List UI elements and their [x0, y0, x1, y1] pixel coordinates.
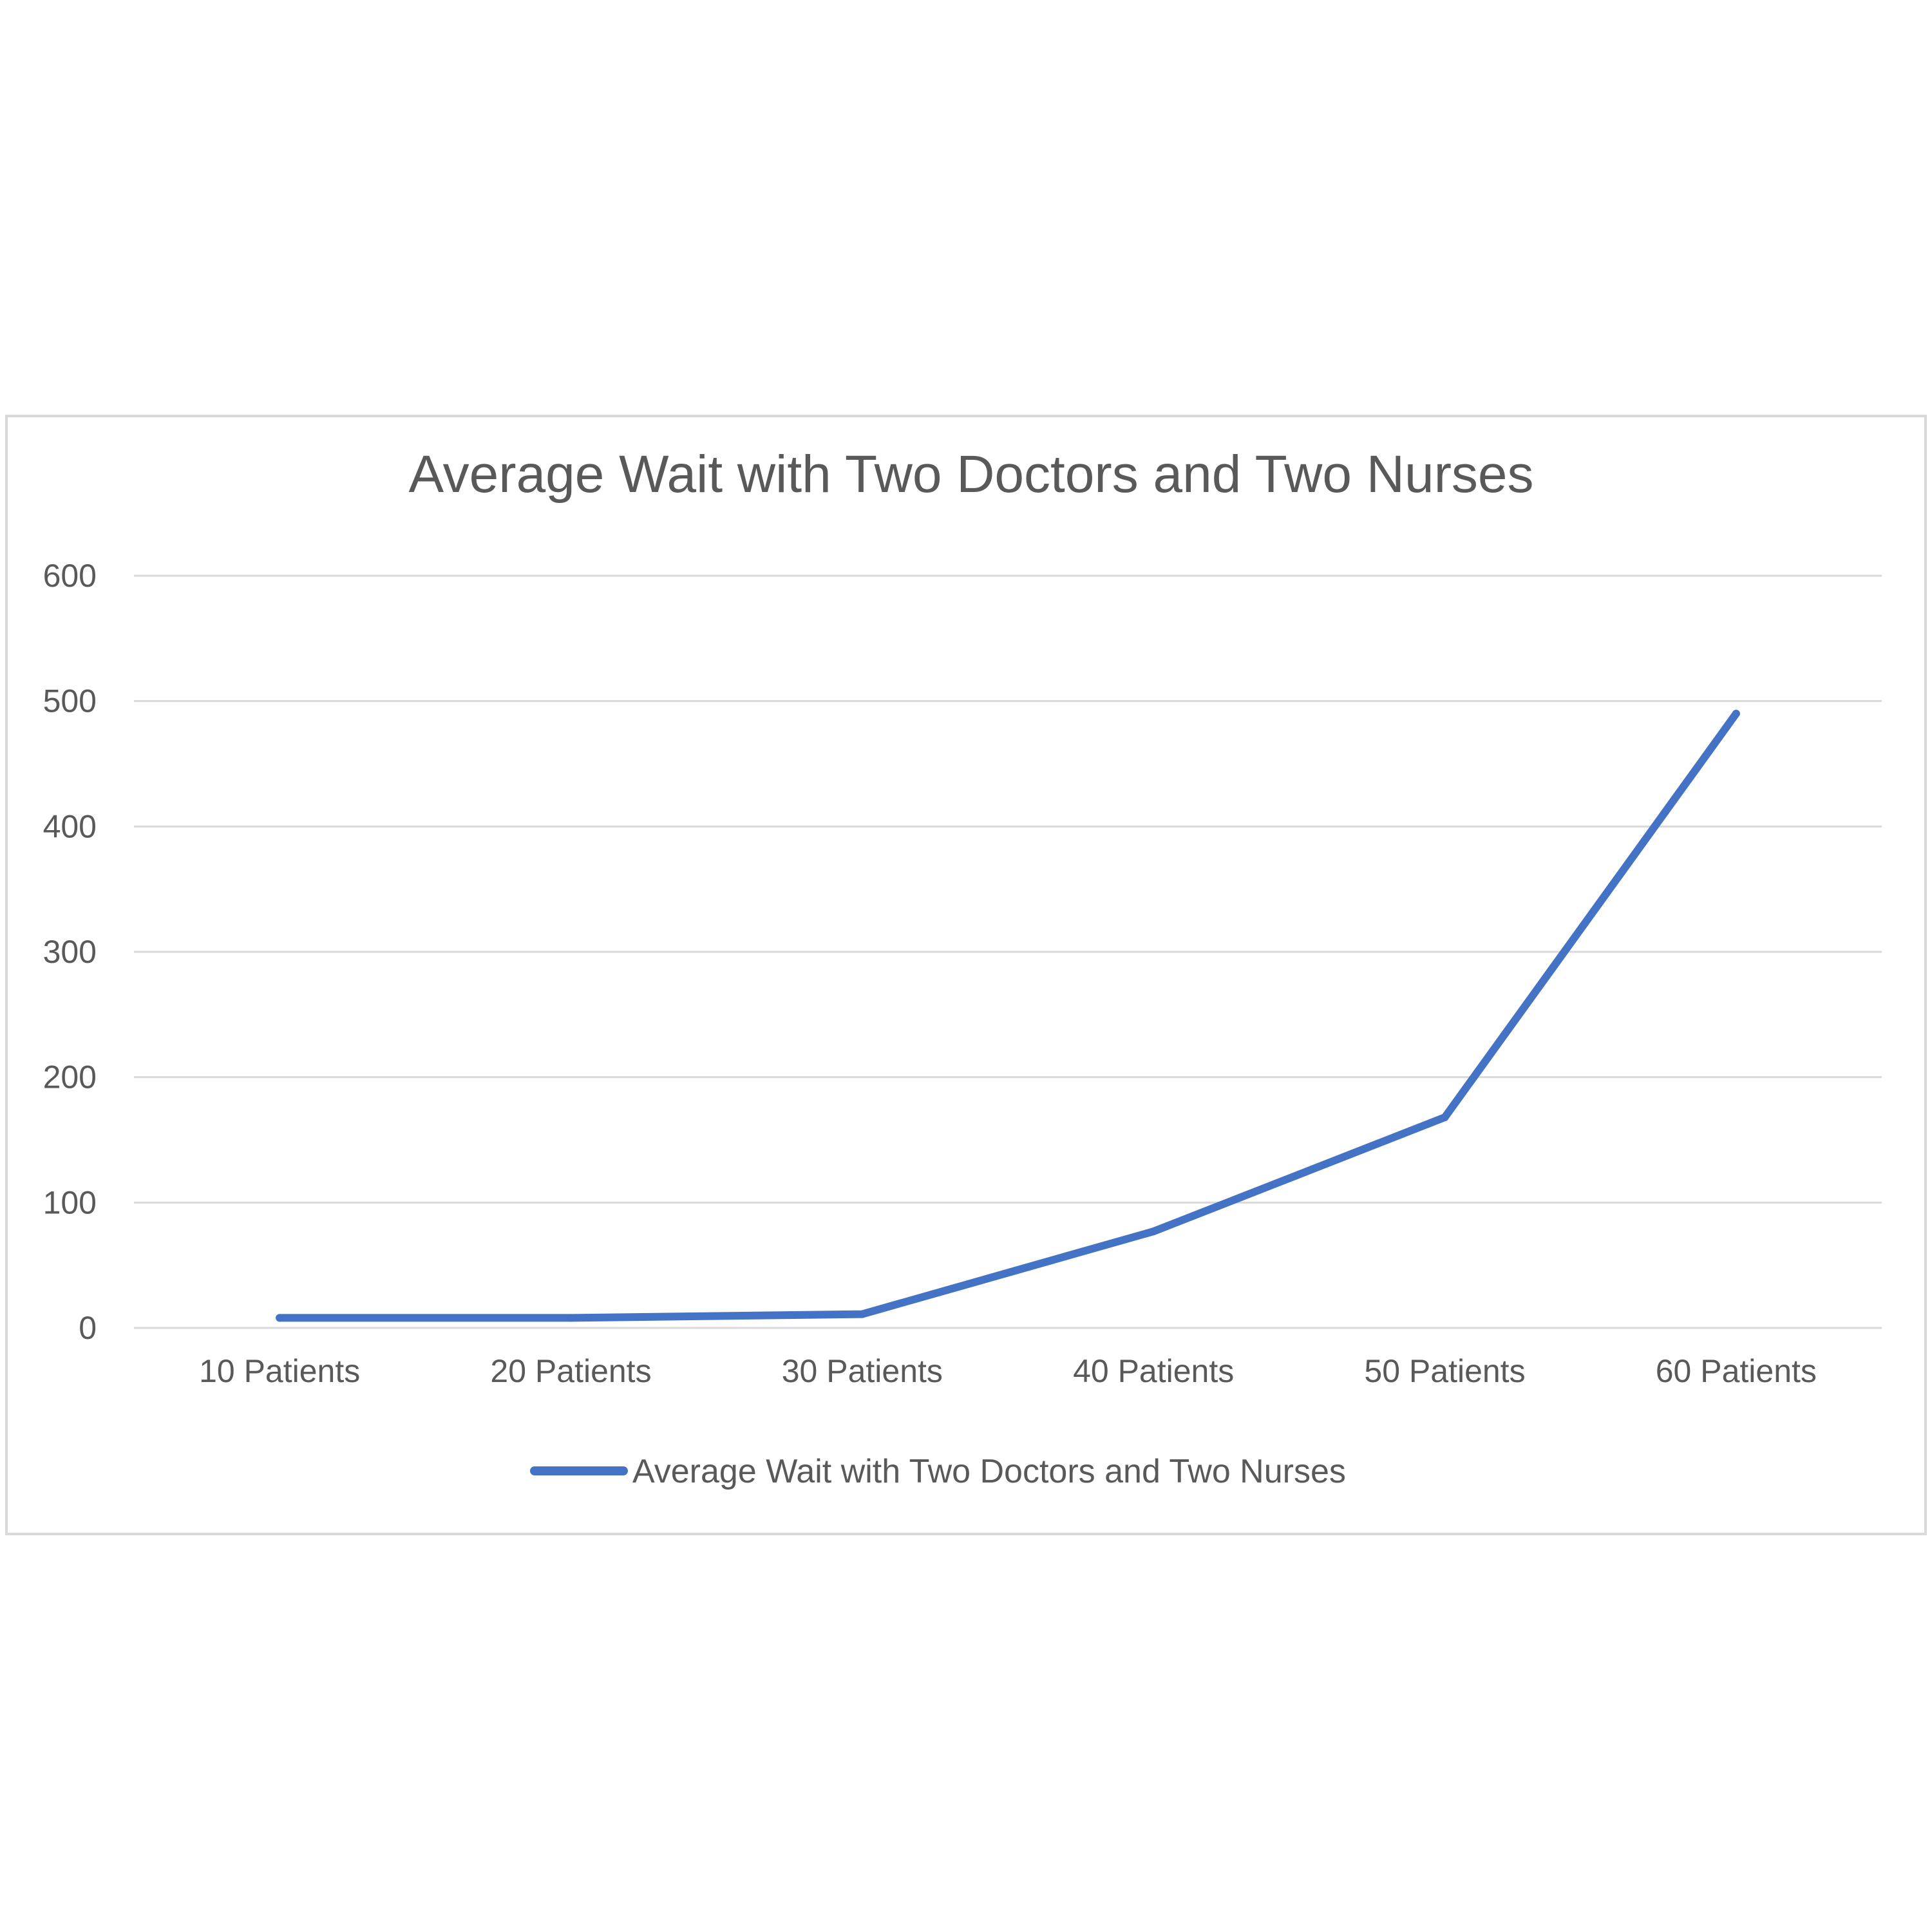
x-tick-label: 10 Patients — [199, 1353, 360, 1389]
y-tick-label: 600 — [43, 558, 97, 594]
x-tick-label: 60 Patients — [1656, 1353, 1817, 1389]
data-point — [567, 1314, 575, 1322]
legend-label: Average Wait with Two Doctors and Two Nu… — [632, 1453, 1346, 1490]
gridlines — [134, 574, 1882, 1329]
y-tick-label: 400 — [43, 808, 97, 844]
y-axis-ticks: 0 100 200 300 400 500 600 — [43, 558, 97, 1346]
y-tick-label: 0 — [79, 1310, 97, 1346]
y-tick-label: 100 — [43, 1184, 97, 1220]
data-point — [276, 1314, 284, 1322]
data-point — [1441, 1113, 1449, 1121]
data-point — [1150, 1227, 1158, 1236]
line-chart: Average Wait with Two Doctors and Two Nu… — [43, 445, 1882, 1490]
data-point — [858, 1310, 866, 1318]
legend: Average Wait with Two Doctors and Two Nu… — [530, 1453, 1346, 1490]
series-layer — [276, 710, 1740, 1322]
x-axis-ticks: 10 Patients 20 Patients 30 Patients 40 Pati… — [199, 1353, 1817, 1389]
chart-title: Average Wait with Two Doctors and Two Nu… — [408, 445, 1533, 504]
x-tick-label: 20 Patients — [490, 1353, 651, 1389]
y-tick-label: 300 — [43, 934, 97, 970]
y-tick-label: 500 — [43, 683, 97, 719]
data-point — [1732, 710, 1740, 718]
chart-container: Average Wait with Two Doctors and Two Nu… — [5, 415, 1927, 1535]
x-tick-label: 30 Patients — [782, 1353, 943, 1389]
x-tick-label: 50 Patients — [1364, 1353, 1525, 1389]
y-tick-label: 200 — [43, 1059, 97, 1095]
x-tick-label: 40 Patients — [1073, 1353, 1234, 1389]
series-line — [276, 710, 1740, 1322]
